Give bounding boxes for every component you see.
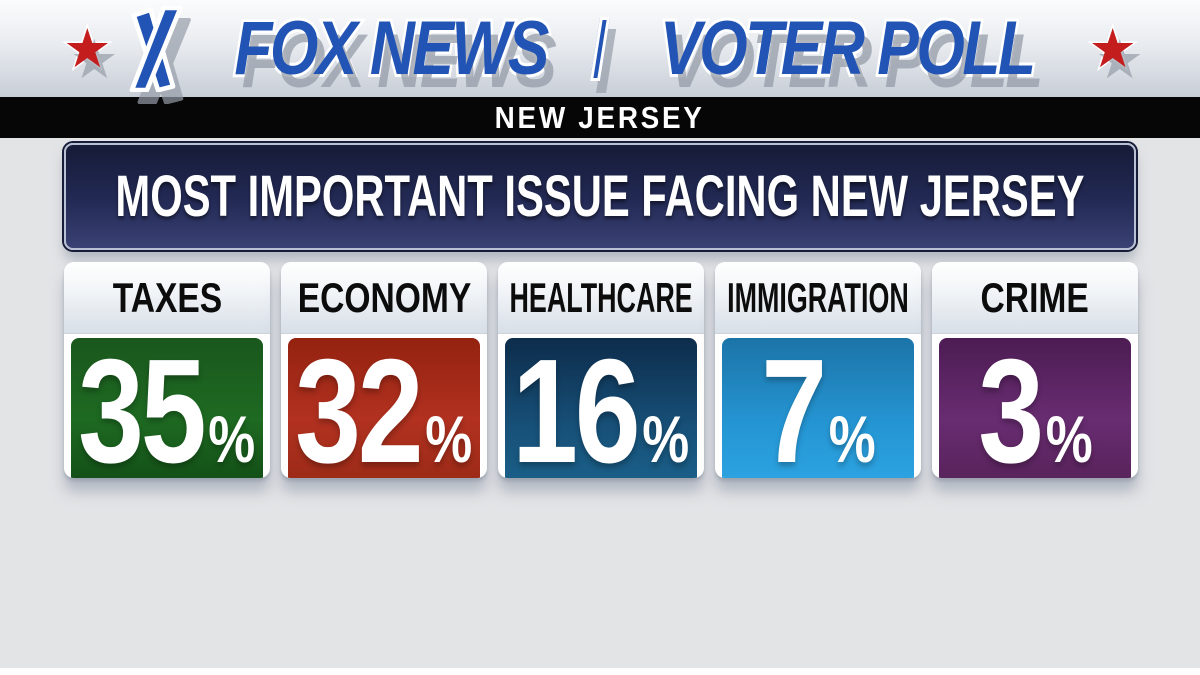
value-number: 7: [760, 329, 827, 479]
results-row: TAXES 35% ECONOMY 32% HEALTHCARE: [64, 262, 1138, 478]
card-value-panel: 7%: [722, 338, 914, 478]
percent-value: 7%: [761, 338, 876, 479]
poll-card-crime: CRIME 3%: [932, 262, 1138, 478]
percent-value: 16%: [512, 338, 690, 479]
program-wordmark: VOTER POLL: [657, 5, 1038, 91]
percent-value: 35%: [78, 338, 256, 479]
star-icon: ★: [62, 18, 113, 79]
value-number: 16: [512, 329, 640, 479]
issue-name: CRIME: [980, 273, 1090, 321]
separator-bar: [589, 16, 610, 81]
card-value-panel: 35%: [71, 338, 263, 478]
issue-name: HEALTHCARE: [509, 273, 693, 321]
percent-sign: %: [828, 402, 876, 476]
issue-name: TAXES: [112, 273, 222, 321]
percent-value: 3%: [978, 338, 1093, 479]
header-banner: ★ FOX NEWS VOTER POLL ★: [0, 0, 1200, 97]
percent-sign: %: [642, 402, 690, 476]
percent-value: 32%: [295, 338, 473, 479]
card-value-panel: 16%: [505, 338, 697, 478]
card-value-panel: 32%: [288, 338, 480, 478]
card-value-panel: 3%: [939, 338, 1131, 478]
card-label: TAXES: [64, 262, 270, 334]
poll-card-economy: ECONOMY 32%: [281, 262, 487, 478]
star-icon: ★: [1087, 18, 1138, 79]
issue-name: IMMIGRATION: [727, 273, 909, 321]
card-label: HEALTHCARE: [498, 262, 704, 334]
issue-name: ECONOMY: [297, 273, 471, 321]
value-number: 3: [977, 329, 1044, 479]
value-number: 32: [295, 329, 423, 479]
poll-card-healthcare: HEALTHCARE 16%: [498, 262, 704, 478]
fox-searchlight-icon: [129, 5, 183, 92]
brand-wordmark: FOX NEWS: [231, 5, 551, 91]
percent-sign: %: [425, 402, 473, 476]
poll-card-immigration: IMMIGRATION 7%: [715, 262, 921, 478]
percent-sign: %: [1045, 402, 1093, 476]
percent-sign: %: [208, 402, 256, 476]
card-label: ECONOMY: [281, 262, 487, 334]
question-banner: MOST IMPORTANT ISSUE FACING NEW JERSEY: [64, 143, 1136, 250]
region-label: NEW JERSEY: [495, 99, 705, 135]
card-label: CRIME: [932, 262, 1138, 334]
question-title: MOST IMPORTANT ISSUE FACING NEW JERSEY: [115, 163, 1085, 229]
value-number: 35: [78, 329, 206, 479]
poll-card-taxes: TAXES 35%: [64, 262, 270, 478]
region-bar: NEW JERSEY: [0, 97, 1200, 138]
bottom-strip: [0, 668, 1200, 675]
card-label: IMMIGRATION: [715, 262, 921, 334]
